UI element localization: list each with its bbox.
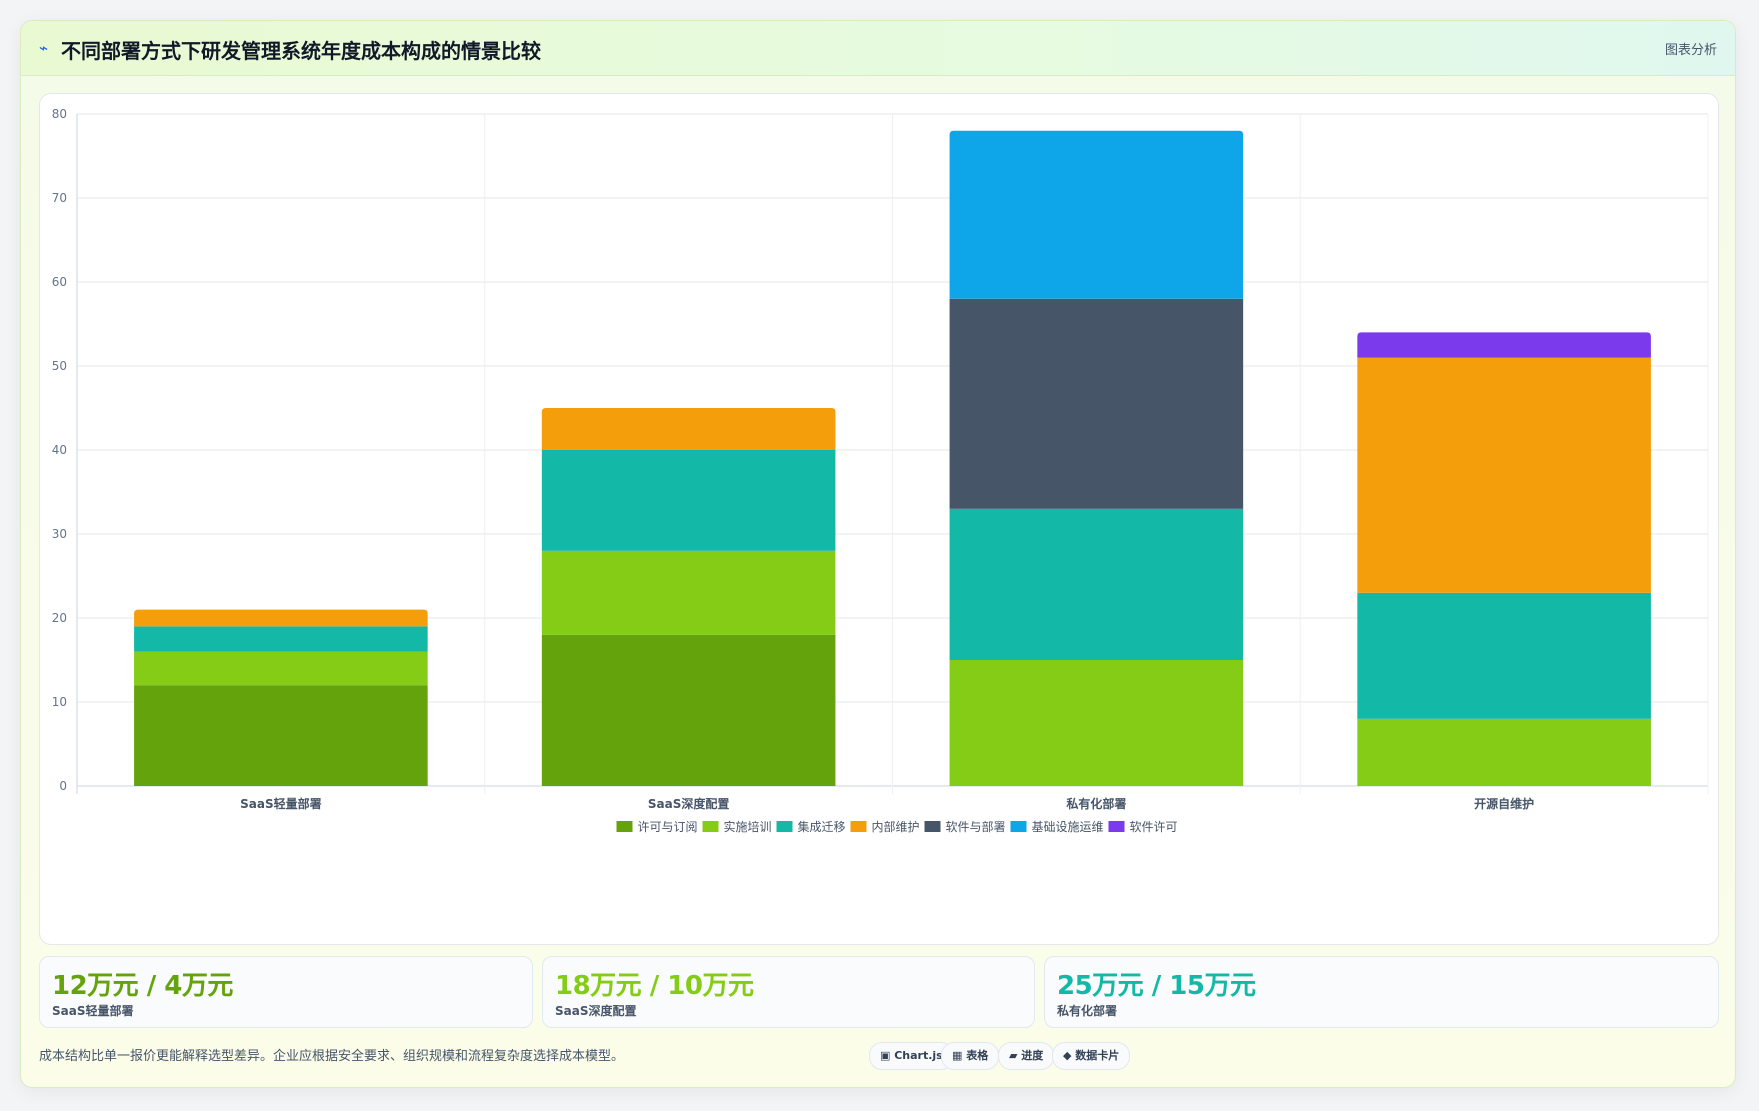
legend-swatch — [1010, 821, 1027, 832]
y-tick-label: 50 — [52, 359, 67, 373]
legend-swatch — [616, 821, 633, 832]
legend-swatch — [850, 821, 867, 832]
kpi-label: 私有化部署 — [1057, 1004, 1118, 1018]
chart-area: 0 10 20 30 40 50 60 70 80 SaaS轻量部署 SaaS深度配置 私有化部署 开源… — [39, 93, 1719, 945]
kpi-label: SaaS轻量部署 — [52, 1004, 134, 1018]
bar-segment — [134, 609, 428, 627]
bar-segment — [134, 626, 428, 652]
bar-segment — [541, 550, 836, 635]
bar-segment — [1357, 357, 1651, 593]
x-tick-label: 开源自维护 — [1474, 796, 1534, 811]
pill-data-card[interactable]: ◆ 数据卡片 — [1052, 1042, 1131, 1070]
bar-segment — [1357, 718, 1651, 786]
kpi-card-saas-deep: 18万元 / 10万元 SaaS深度配置 — [542, 956, 1035, 1028]
card-header: ⌁ 不同部署方式下研发管理系统年度成本构成的情景比较 图表分析 — [21, 21, 1735, 76]
bar-segment — [949, 130, 1244, 299]
legend-swatch — [702, 821, 719, 832]
bar-segment — [949, 660, 1244, 786]
legend-label: 许可与订阅 — [638, 820, 698, 834]
kpi-card-saas-light: 12万元 / 4万元 SaaS轻量部署 — [39, 956, 533, 1028]
y-tick-label: 20 — [52, 611, 67, 625]
kpi-value: 18万元 / 10万元 — [555, 971, 754, 1001]
x-tick-label: 私有化部署 — [1065, 796, 1126, 811]
y-tick-label: 70 — [52, 191, 67, 205]
y-tick-label: 80 — [52, 107, 67, 121]
kpi-value: 12万元 / 4万元 — [52, 971, 233, 1001]
x-tick-label: SaaS深度配置 — [648, 796, 729, 811]
kpi-label: SaaS深度配置 — [555, 1004, 637, 1018]
bar-segment — [541, 634, 836, 786]
lightning-icon: ⌁ — [39, 39, 49, 57]
stacked-bar-chart: 0 10 20 30 40 50 60 70 80 SaaS轻量部署 SaaS深度配置 私有化部署 开源… — [52, 107, 1709, 834]
y-tick-label: 10 — [52, 695, 67, 709]
pill-table[interactable]: ▦ 表格 — [941, 1042, 1000, 1070]
kpi-card-private: 25万元 / 15万元 私有化部署 — [1044, 956, 1719, 1028]
bar-segment — [541, 408, 836, 450]
kpi-value: 25万元 / 15万元 — [1057, 971, 1256, 1001]
chart-card: ⌁ 不同部署方式下研发管理系统年度成本构成的情景比较 图表分析 0 10 20 30 4… — [20, 20, 1736, 1088]
legend-label: 软件与部署 — [946, 819, 1006, 834]
legend-label: 集成迁移 — [798, 819, 846, 834]
bar-segment — [134, 651, 428, 686]
y-tick-label: 60 — [52, 275, 67, 289]
legend-label: 软件许可 — [1130, 820, 1178, 834]
bar-segment — [1357, 592, 1651, 719]
legend-swatch — [776, 821, 793, 832]
y-tick-label: 40 — [52, 443, 67, 457]
legend-swatch — [924, 821, 941, 832]
legend-label: 实施培训 — [724, 819, 772, 834]
footer-note: 成本结构比单一报价更能解释选型差异。企业应根据安全要求、组织规模和流程复杂度选择… — [39, 1049, 625, 1064]
pill-progress[interactable]: ▰ 进度 — [998, 1042, 1055, 1070]
bar-segment — [134, 685, 428, 786]
bar-segment — [541, 450, 836, 551]
legend-label: 内部维护 — [872, 819, 920, 834]
bar-segment — [949, 508, 1244, 660]
bar-segment — [1357, 332, 1651, 358]
y-tick-label: 0 — [59, 779, 67, 793]
legend-swatch — [1108, 821, 1125, 832]
page-title: 不同部署方式下研发管理系统年度成本构成的情景比较 — [61, 39, 541, 63]
chart-analysis-tag[interactable]: 图表分析 — [1664, 43, 1717, 58]
x-tick-label: SaaS轻量部署 — [240, 796, 321, 811]
y-tick-label: 30 — [52, 527, 67, 541]
legend-label: 基础设施运维 — [1032, 820, 1104, 834]
bar-segment — [949, 298, 1244, 509]
